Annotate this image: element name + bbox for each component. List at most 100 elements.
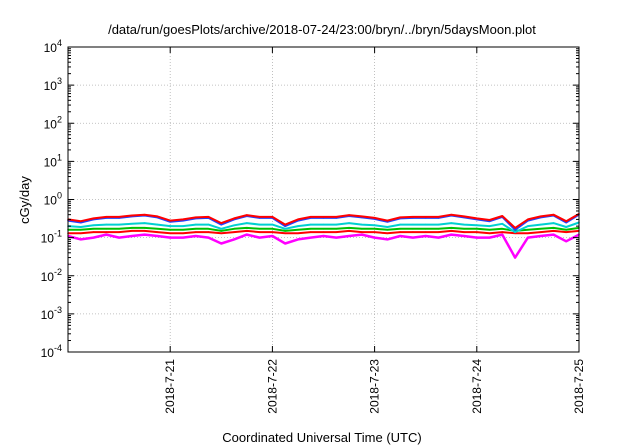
x-tick-label: 2018-7-23 [368, 359, 382, 414]
series-point-3 [424, 223, 427, 226]
series-point-0 [399, 235, 402, 237]
y-tick-base: 10 [41, 308, 55, 322]
series-point-5 [233, 217, 235, 220]
y-tick-exponent: 2 [57, 114, 62, 124]
series-point-3 [207, 223, 210, 226]
y-tick-base: 10 [44, 155, 58, 169]
series-point-3 [195, 223, 197, 226]
series-point-0 [437, 236, 440, 239]
series-point-0 [424, 235, 427, 237]
series-point-5 [488, 219, 491, 221]
series-point-0 [450, 233, 453, 236]
series-point-2 [80, 229, 82, 231]
y-tick-exponent: 0 [57, 191, 62, 201]
series-point-5 [399, 216, 402, 219]
series-point-1 [361, 231, 363, 233]
series-point-2 [412, 228, 414, 230]
series-point-3 [488, 225, 491, 227]
series-point-0 [271, 235, 274, 237]
series-point-3 [309, 223, 312, 226]
axis-ticks [68, 46, 580, 353]
series-point-2 [335, 228, 338, 230]
series-point-0 [169, 236, 171, 239]
series-point-1 [476, 231, 478, 233]
series-point-2 [195, 228, 197, 230]
series-point-2 [450, 227, 453, 229]
series-point-5 [271, 216, 274, 218]
series-point-0 [335, 236, 338, 239]
series-point-1 [118, 231, 120, 233]
series-point-0 [297, 238, 299, 241]
series-point-3 [450, 222, 453, 224]
series-point-1 [131, 230, 133, 232]
series-point-1 [220, 232, 223, 235]
series-point-3 [182, 225, 184, 227]
series-point-1 [488, 232, 491, 235]
series-point-2 [488, 229, 491, 231]
series-point-3 [399, 223, 402, 226]
series-point-3 [92, 224, 95, 227]
series-point-3 [246, 222, 248, 224]
y-tick-exponent: 3 [57, 76, 62, 86]
y-tick-exponent: 4 [57, 38, 62, 48]
series-point-1 [501, 231, 504, 233]
x-tick-label: 2018-7-21 [163, 359, 177, 414]
series-point-1 [424, 231, 427, 233]
series-point-2 [92, 228, 95, 230]
series-point-2 [361, 228, 363, 230]
series-point-2 [105, 228, 108, 230]
series-point-1 [373, 231, 376, 233]
series-point-1 [143, 230, 146, 232]
series-point-5 [335, 216, 338, 218]
series-point-1 [335, 231, 338, 233]
series-point-3 [156, 223, 159, 226]
series-point-2 [156, 228, 159, 230]
series-point-0 [514, 256, 516, 259]
series-point-1 [565, 231, 567, 233]
series-point-5 [131, 214, 133, 217]
y-tick-base: 10 [41, 232, 55, 246]
series-point-1 [80, 232, 82, 235]
series-point-2 [386, 229, 389, 231]
series-point-3 [258, 223, 261, 226]
series-point-0 [220, 242, 223, 245]
series-point-2 [501, 228, 504, 230]
y-tick-base: 10 [44, 194, 58, 208]
series-point-1 [539, 231, 542, 233]
series-point-4 [514, 229, 516, 231]
series-point-2 [527, 229, 529, 231]
series-point-5 [565, 220, 567, 222]
series-point-3 [220, 228, 223, 230]
y-tick-label: 10-1 [41, 229, 62, 246]
series-point-0 [322, 235, 325, 237]
series-point-1 [309, 231, 312, 233]
series-point-1 [386, 232, 389, 235]
series-point-3 [552, 222, 555, 224]
series-point-3 [80, 226, 82, 228]
series-point-0 [182, 236, 184, 239]
series-point-3 [514, 231, 516, 233]
series-point-2 [309, 228, 312, 230]
series-point-2 [207, 228, 210, 230]
y-tick-base: 10 [41, 346, 55, 360]
y-tick-label: 10-3 [41, 305, 62, 322]
series-point-3 [131, 223, 133, 225]
series-point-1 [450, 230, 453, 232]
series-point-0 [309, 236, 312, 239]
series-point-5 [501, 215, 504, 217]
y-tick-base: 10 [44, 79, 58, 93]
series-point-0 [565, 240, 567, 243]
series-point-2 [373, 228, 376, 230]
series-group [67, 213, 580, 259]
series-point-5 [284, 223, 287, 226]
x-tick-labels: 2018-7-21 2018-7-22 2018-7-23 2018-7-24 2018… [163, 359, 586, 414]
y-tick-label: 103 [44, 76, 62, 93]
series-point-3 [361, 223, 363, 226]
chart-title: /data/run/goesPlots/archive/2018-07-24/2… [108, 22, 536, 37]
series-point-0 [527, 236, 529, 239]
y-tick-label: 101 [44, 152, 62, 169]
series-point-0 [80, 238, 82, 241]
series-point-0 [233, 238, 235, 241]
series-point-0 [118, 236, 120, 239]
